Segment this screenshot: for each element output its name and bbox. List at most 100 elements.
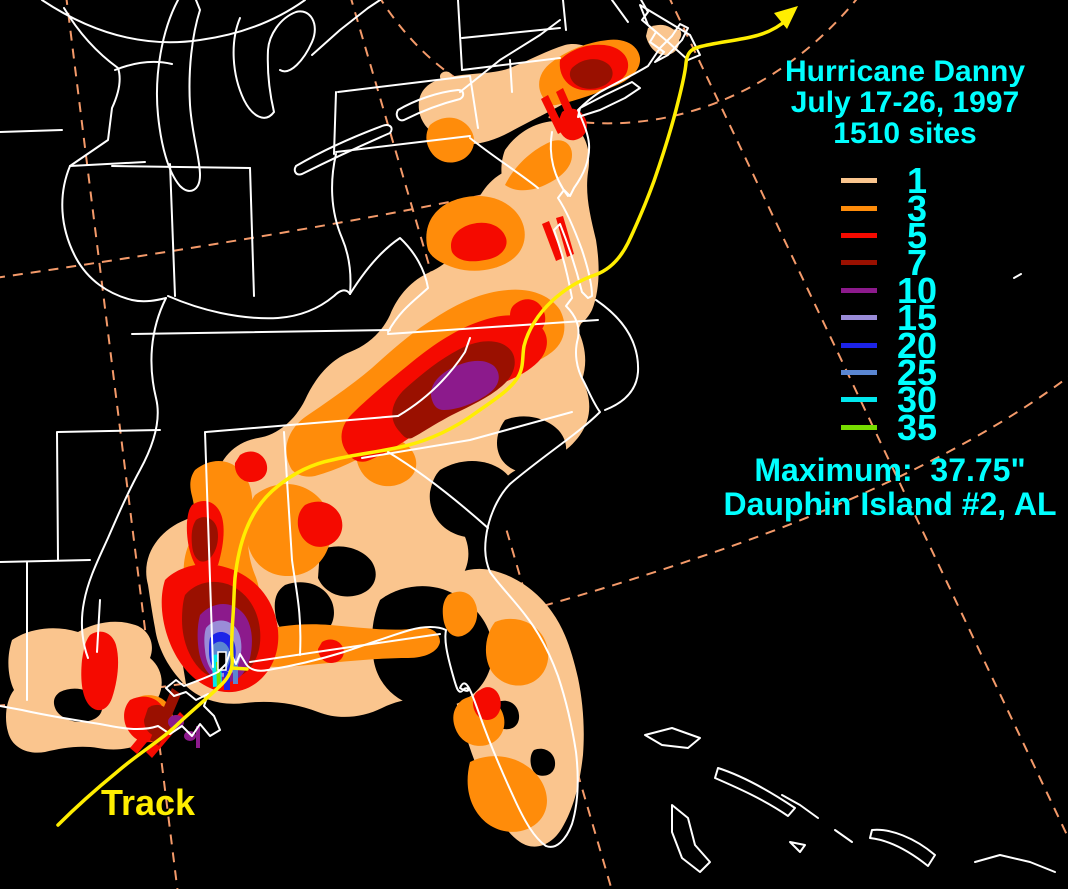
legend-value: 15 xyxy=(896,297,938,339)
track-path xyxy=(56,16,791,827)
maximum-value: Maximum: 37.75" xyxy=(754,452,1026,488)
legend-row: 30 xyxy=(841,379,946,421)
legend-swatch xyxy=(841,342,877,348)
state-borders xyxy=(0,0,1056,873)
latitude-line xyxy=(0,375,1068,707)
legend-row: 5 xyxy=(841,214,946,256)
meridian-line xyxy=(669,0,1068,840)
legend-value: 5 xyxy=(906,214,928,256)
border-segment xyxy=(349,237,429,333)
island-cays xyxy=(834,829,853,843)
legend-swatch xyxy=(841,260,877,266)
border-segment xyxy=(337,75,479,129)
legend-value: 7 xyxy=(906,242,928,284)
legend-row: 10 xyxy=(841,269,946,311)
legend-row: 25 xyxy=(841,351,946,393)
maximum-location: Dauphin Island #2, AL xyxy=(723,486,1057,522)
border-segment xyxy=(459,19,561,93)
legend-swatch xyxy=(841,205,877,211)
border-segment xyxy=(283,431,302,656)
lake-ontario xyxy=(395,89,465,122)
legend-swatch xyxy=(841,287,877,293)
legend-swatch xyxy=(841,369,877,375)
track-bay-jog xyxy=(230,666,249,671)
lake-superior xyxy=(41,0,306,44)
coastline-outer-banks xyxy=(595,299,640,411)
island-bermuda xyxy=(1013,273,1022,279)
lake-huron xyxy=(232,10,316,119)
legend-value: 3 xyxy=(906,187,928,229)
border-segment xyxy=(361,411,573,459)
legend: 1 3 5 7 10 15 20 25 30 35 xyxy=(841,160,946,445)
track-line xyxy=(56,16,791,827)
border-segment xyxy=(0,559,91,563)
border-segment xyxy=(69,161,146,167)
lake-erie xyxy=(293,124,393,176)
legend-swatch xyxy=(841,397,877,403)
island-new-providence xyxy=(789,841,806,853)
border-segment xyxy=(562,0,567,31)
border-segment xyxy=(114,61,173,71)
legend-row: 35 xyxy=(841,409,946,445)
legend-swatch xyxy=(841,178,877,184)
coastline-nova-scotia xyxy=(639,4,701,61)
border-segment xyxy=(311,0,381,56)
island-cays xyxy=(781,794,819,819)
border-segment xyxy=(387,451,489,529)
map-title: Hurricane Danny July 17-26, 1997 1510 si… xyxy=(735,56,1068,149)
border-segment xyxy=(169,163,176,297)
border-segment xyxy=(331,153,352,295)
track-label: Track xyxy=(101,782,196,823)
island-abaco xyxy=(714,767,796,817)
coastline-long-island xyxy=(577,81,641,118)
island-chain xyxy=(974,854,1056,873)
legend-value: 20 xyxy=(896,324,938,366)
coastline xyxy=(0,0,689,848)
border-segment xyxy=(335,135,471,153)
border-segment xyxy=(57,429,161,433)
border-segment xyxy=(249,167,255,297)
legend-value: 1 xyxy=(906,160,928,202)
border-segment xyxy=(549,131,569,197)
legend-row: 1 xyxy=(841,160,946,202)
legend-swatch xyxy=(841,424,877,430)
border-segment xyxy=(387,319,599,335)
border-segment xyxy=(204,431,214,668)
border-segment xyxy=(509,59,513,93)
border-segment xyxy=(333,91,337,155)
legend-row: 20 xyxy=(841,324,946,366)
border-segment xyxy=(0,129,63,133)
meridian-line xyxy=(65,0,179,889)
border-segment xyxy=(61,165,167,303)
lake-michigan xyxy=(155,0,201,192)
island-andros xyxy=(671,804,711,873)
border-segment xyxy=(96,599,101,653)
border-segment xyxy=(397,337,471,417)
border-segment xyxy=(205,415,399,433)
legend-value: 30 xyxy=(896,379,938,421)
island-grand-bahama xyxy=(644,727,701,749)
border-segment xyxy=(131,329,391,335)
legend-row: 7 xyxy=(841,242,946,284)
border-segment xyxy=(56,431,59,561)
border-segment xyxy=(167,289,351,320)
storm-name: Hurricane Danny xyxy=(784,55,1026,88)
storm-dates: July 17-26, 1997 xyxy=(790,86,1020,119)
border-segment xyxy=(111,165,251,169)
border-segment xyxy=(249,633,441,663)
legend-value: 10 xyxy=(896,269,938,311)
legend-swatch xyxy=(841,315,877,321)
legend-row: 3 xyxy=(841,187,946,229)
border-segment xyxy=(611,0,629,23)
maximum-annotation: Maximum: 37.75" Dauphin Island #2, AL xyxy=(700,453,1068,521)
legend-swatch xyxy=(841,232,877,238)
latitude-line xyxy=(380,0,858,125)
site-count: 1510 sites xyxy=(833,117,977,150)
legend-value: 25 xyxy=(896,351,938,393)
track-arrowhead xyxy=(774,6,798,29)
border-segment xyxy=(461,27,561,39)
border-segment xyxy=(457,0,463,71)
island-eleuthera xyxy=(869,828,936,867)
